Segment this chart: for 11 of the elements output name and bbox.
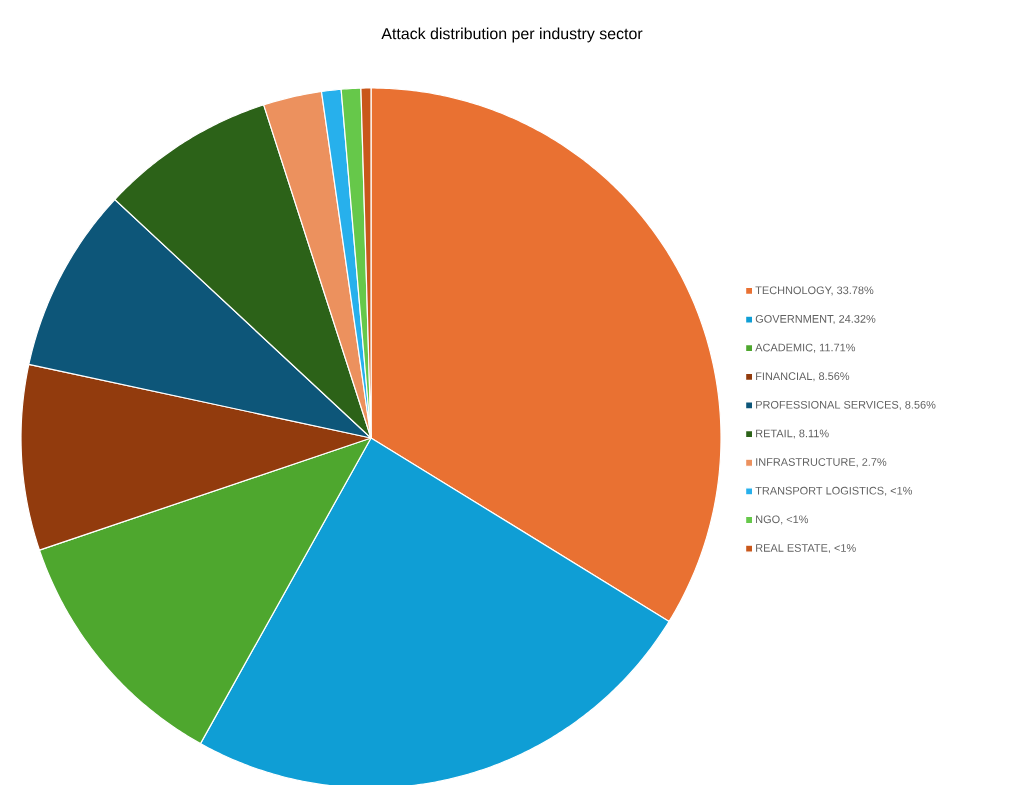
- legend-label: NGO, <1%: [756, 515, 809, 525]
- legend-label: GOVERNMENT, 24.32%: [755, 315, 876, 325]
- legend-label: TRANSPORT LOGISTICS, <1%: [755, 486, 913, 496]
- legend-label: ACADEMIC, 11.71%: [755, 343, 856, 353]
- legend-label: PROFESSIONAL SERVICES, 8.56%: [756, 400, 936, 410]
- legend-label: RETAIL, 8.11%: [756, 429, 829, 439]
- legend-label: FINANCIAL, 8.56%: [756, 372, 850, 382]
- legend-label: TECHNOLOGY, 33.78%: [755, 286, 874, 296]
- chart-title: Attack distribution per industry sector: [381, 27, 643, 43]
- legend-label: REAL ESTATE, <1%: [756, 544, 856, 554]
- legend-label: INFRASTRUCTURE, 2.7%: [756, 458, 887, 468]
